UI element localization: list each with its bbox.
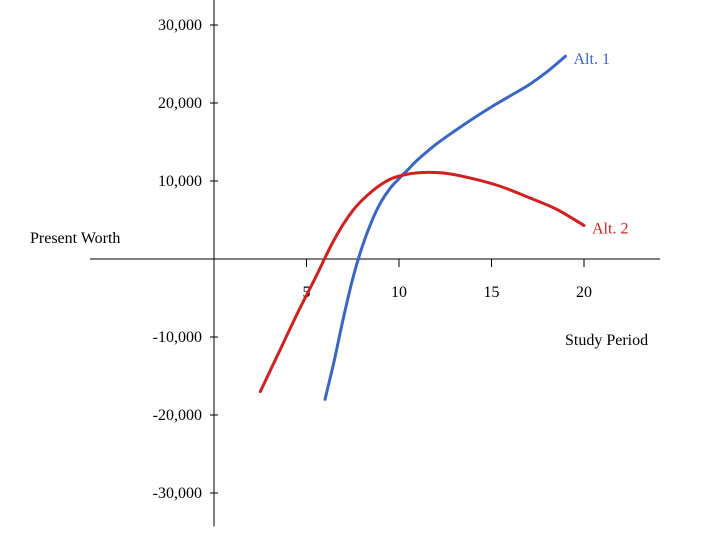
y-axis-label: Present Worth bbox=[30, 230, 120, 247]
series-lines: Alt. 1 Alt. 2 bbox=[258, 51, 628, 401]
y-tick-label: -30,000 bbox=[153, 485, 202, 502]
x-tick-label: 10 bbox=[391, 284, 407, 301]
y-tick-label: 10,000 bbox=[158, 173, 202, 190]
series-line-1 bbox=[323, 54, 567, 401]
chart-labels: Present Worth Study Period bbox=[30, 230, 648, 349]
y-tick-label: 20,000 bbox=[158, 95, 202, 112]
y-tick-label: -10,000 bbox=[153, 329, 202, 346]
x-tick-label: 15 bbox=[484, 284, 500, 301]
series-line-2 bbox=[258, 170, 586, 394]
y-tick-label: -20,000 bbox=[153, 407, 202, 424]
series-label-2: Alt. 2 bbox=[592, 220, 628, 237]
ticks: 30,00020,00010,000-10,000-20,000-30,0005… bbox=[153, 17, 592, 502]
x-axis-label: Study Period bbox=[565, 332, 648, 349]
axes bbox=[90, 0, 660, 527]
y-tick-label: 30,000 bbox=[158, 17, 202, 34]
series-label-1: Alt. 1 bbox=[574, 51, 610, 68]
x-tick-label: 20 bbox=[576, 284, 592, 301]
